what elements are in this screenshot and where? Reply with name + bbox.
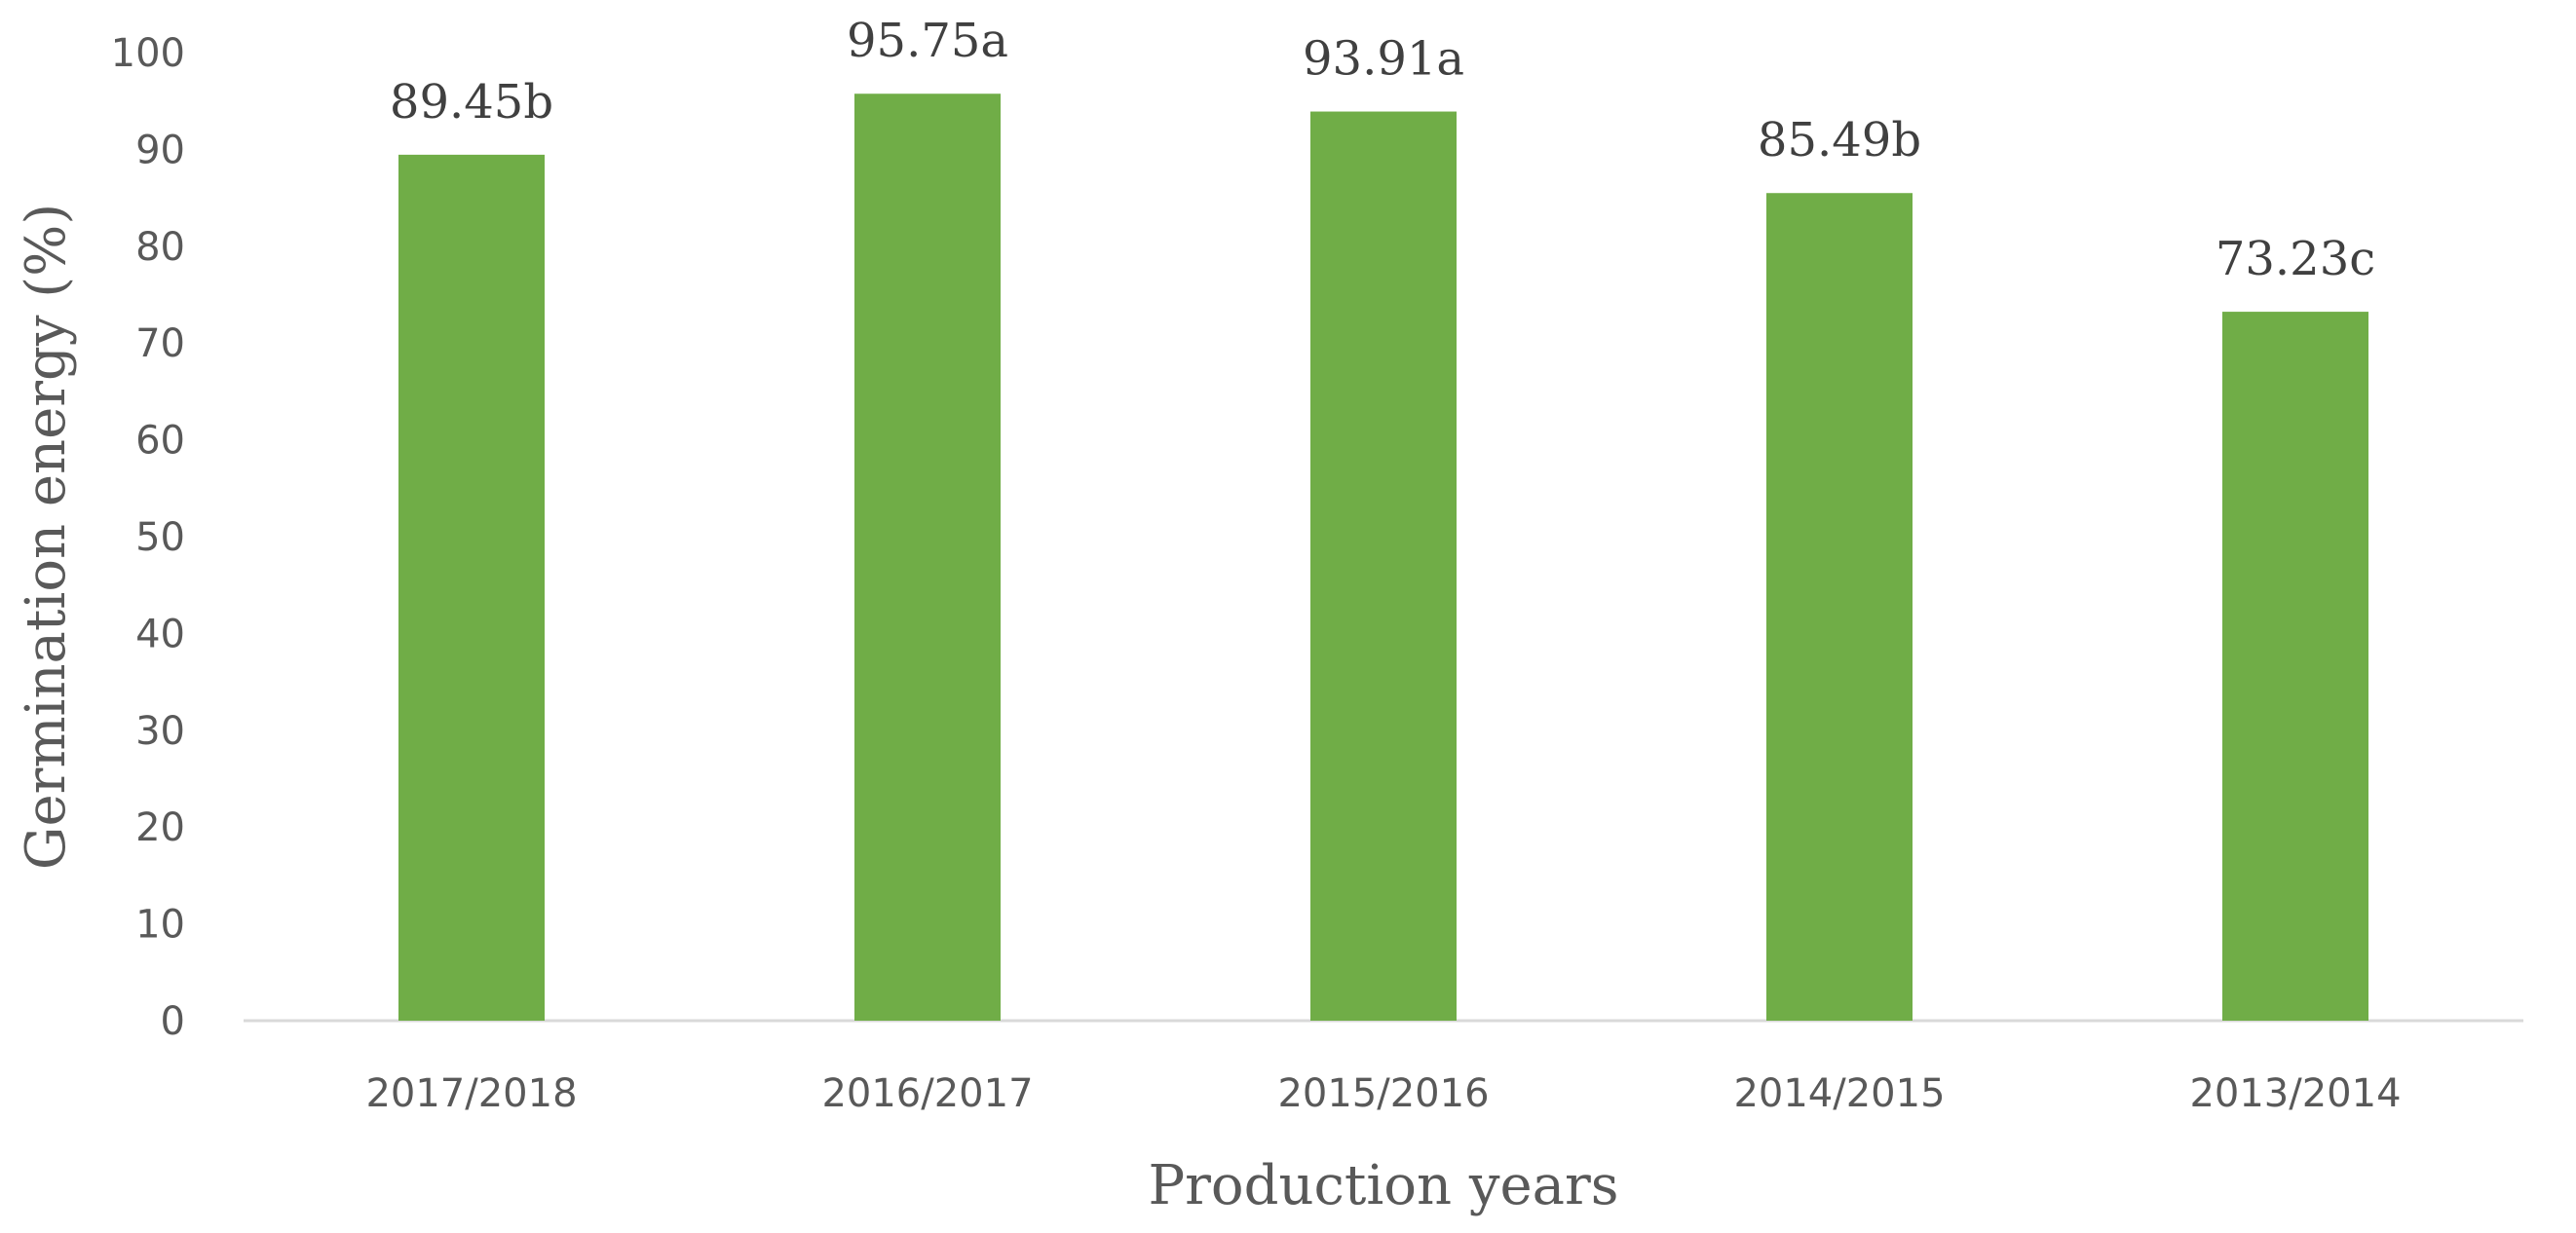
x-tick-label: 2016/2017 [821, 1071, 1033, 1116]
bar-data-label: 85.49b [1758, 113, 1921, 168]
bar-data-label: 93.91a [1303, 32, 1464, 87]
bar-data-label: 89.45b [390, 75, 553, 130]
bar [854, 93, 1001, 1022]
y-tick-label: 80 [135, 225, 185, 270]
bar [398, 154, 545, 1021]
x-tick-label: 2014/2015 [1733, 1071, 1945, 1116]
y-tick-label: 90 [135, 128, 185, 172]
y-tick-label: 20 [135, 805, 185, 850]
y-tick-label: 50 [135, 515, 185, 560]
y-tick-label: 30 [135, 709, 185, 754]
bar-data-label: 95.75a [847, 14, 1008, 68]
x-tick-label: 2017/2018 [365, 1071, 577, 1116]
y-axis-ticks: 0 10 20 30 40 50 60 70 80 90 100 [111, 31, 185, 1044]
y-axis-title: Germination energy (%) [15, 204, 78, 870]
x-axis-title: Production years [1148, 1154, 1618, 1217]
y-tick-label: 40 [135, 612, 185, 656]
y-tick-label: 10 [135, 903, 185, 948]
y-tick-label: 0 [161, 999, 185, 1044]
y-tick-label: 70 [135, 321, 185, 366]
y-tick-label: 100 [111, 31, 185, 76]
y-tick-label: 60 [135, 419, 185, 464]
x-axis-ticks: 2017/2018 2016/2017 2015/2016 2014/2015 2013… [365, 1071, 2401, 1116]
x-tick-label: 2015/2016 [1277, 1071, 1489, 1116]
bar [2222, 312, 2368, 1021]
bars [398, 93, 2368, 1022]
bar-data-label: 73.23c [2216, 232, 2375, 286]
bar [1310, 111, 1457, 1021]
bar [1766, 193, 1913, 1022]
x-tick-label: 2013/2014 [2189, 1071, 2401, 1116]
data-labels: 89.45b 95.75a 93.91a 85.49b 73.23c [390, 14, 2375, 286]
